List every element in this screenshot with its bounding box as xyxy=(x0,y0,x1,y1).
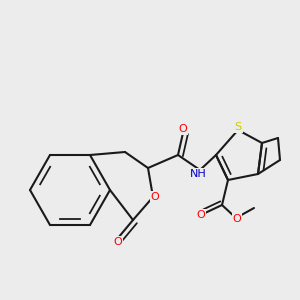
Text: O: O xyxy=(151,192,159,202)
Text: O: O xyxy=(114,237,122,247)
Text: NH: NH xyxy=(190,169,206,179)
Text: O: O xyxy=(232,214,242,224)
Text: O: O xyxy=(196,210,206,220)
Text: S: S xyxy=(234,122,242,132)
Text: O: O xyxy=(178,124,188,134)
